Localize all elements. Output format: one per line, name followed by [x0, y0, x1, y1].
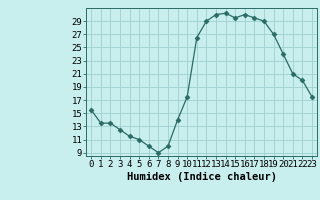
X-axis label: Humidex (Indice chaleur): Humidex (Indice chaleur): [127, 172, 276, 182]
